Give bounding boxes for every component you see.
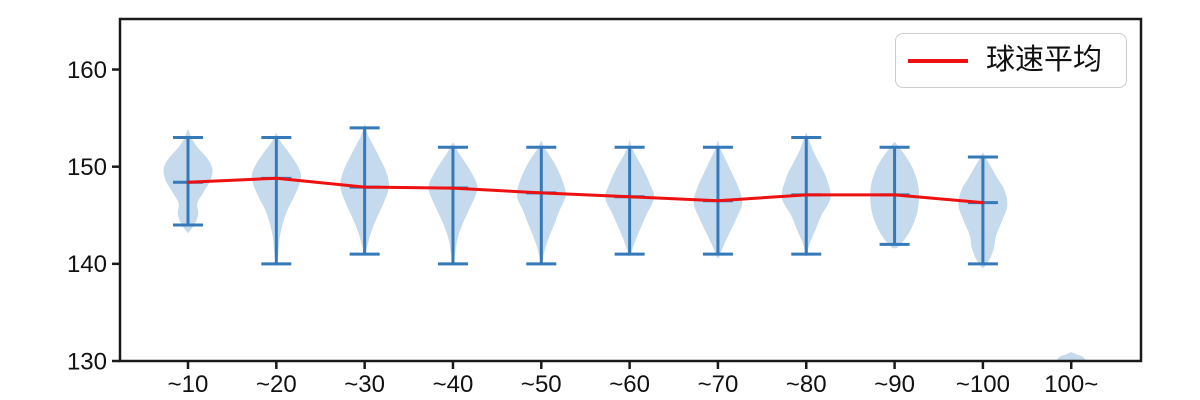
violin-body-11 bbox=[1057, 352, 1086, 361]
y-tick-label: 130 bbox=[67, 348, 107, 375]
x-tick-label: ~30 bbox=[344, 371, 385, 398]
y-tick-label: 160 bbox=[67, 57, 107, 84]
y-tick-label: 140 bbox=[67, 251, 107, 278]
y-axis: 130 140 150 160 bbox=[67, 57, 120, 375]
legend-label: 球速平均 bbox=[986, 44, 1103, 76]
mean-speed-line bbox=[186, 176, 985, 205]
y-tick-label: 150 bbox=[67, 154, 107, 181]
x-tick-label: ~60 bbox=[609, 371, 650, 398]
legend-line-swatch bbox=[908, 58, 968, 63]
x-tick-label: ~10 bbox=[168, 371, 209, 398]
x-axis: ~10 ~20 ~30 ~40 ~50 ~60 ~70 ~80 ~90 ~100 100~ bbox=[168, 361, 1098, 398]
x-tick-label: ~50 bbox=[521, 371, 562, 398]
x-tick-label: 100~ bbox=[1044, 371, 1098, 398]
x-tick-label: ~90 bbox=[874, 371, 915, 398]
x-tick-label: ~100 bbox=[956, 371, 1010, 398]
violins-layer bbox=[163, 123, 1086, 361]
x-tick-label: ~40 bbox=[433, 371, 474, 398]
x-tick-label: ~80 bbox=[786, 371, 827, 398]
x-tick-label: ~70 bbox=[698, 371, 739, 398]
legend: 球速平均 bbox=[895, 33, 1127, 88]
x-tick-label: ~20 bbox=[256, 371, 297, 398]
